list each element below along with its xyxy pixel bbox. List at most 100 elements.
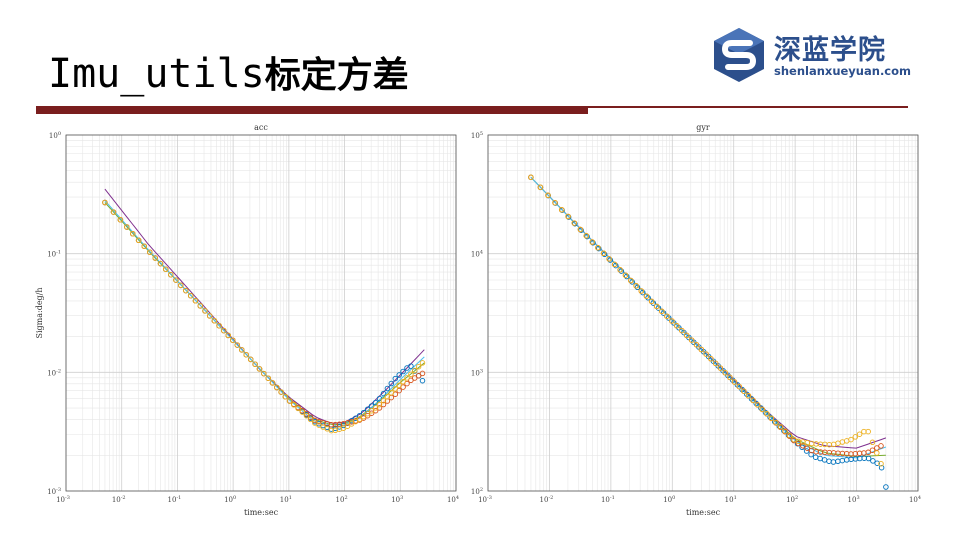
gyr-x-tick-label: 101 [725,495,737,504]
gyr-x-tick-exp: 1 [734,495,737,501]
slide-title: Imu_utils标定方差 [48,48,409,100]
acc-x-tick-exp: -1 [176,495,181,501]
title-rule-thin [588,106,908,108]
gyr-y-tick-base: 10 [471,488,480,496]
acc-data-point [364,410,371,417]
acc-data-point [239,347,245,353]
acc-data-point [299,409,306,415]
acc-data-point [252,361,258,367]
acc-data-point [234,342,241,348]
acc-x-tick-label: 102 [336,495,348,504]
gyr-data-point [865,455,872,462]
gyr-data-point [617,267,623,273]
gyr-data-point [771,418,778,425]
gyr-data-point [583,233,590,239]
acc-y-tick-label: 10-3 [47,487,61,496]
gyr-data-point [708,356,714,362]
gyr-x-tick-exp: -3 [487,495,492,501]
acc-data-point [312,420,318,426]
acc-data-point [376,405,383,411]
shenlan-logo: 深蓝学院 shenlanxueyuan.com [710,26,920,86]
acc-y-tick-label: 10-2 [47,368,61,377]
gyr-data-point [600,250,607,257]
acc-data-point [216,322,222,329]
gyr-data-point [869,447,876,453]
acc-data-point [419,377,426,384]
gyr-x-tick-base: 10 [725,496,734,504]
gyr-y-tick-exp: 3 [480,368,483,374]
gyr-data-point [878,464,885,471]
gyr-data-point [552,199,558,206]
gyr-data-point [624,273,630,280]
acc-data-point [274,384,280,391]
acc-data-point [256,366,263,372]
acc-xlabel: time:sec [244,508,279,517]
acc-data-point [344,423,351,429]
gyr-data-point [571,220,578,226]
gyr-data-point [870,458,876,464]
gyr-data-point [590,240,596,246]
acc-data-point [396,382,402,388]
acc-data-point [380,397,387,404]
gyr-data-point [782,428,788,434]
gyr-x-tick-exp: -1 [610,495,615,501]
gyr-data-point [856,431,863,437]
gyr-data-point [679,327,685,334]
gyr-y-tick-exp: 4 [480,250,483,256]
acc-data-point [110,209,117,215]
acc-x-tick-base: 10 [280,496,289,504]
acc-x-tick-base: 10 [336,496,345,504]
gyr-data-point [558,207,565,213]
gyr-axes-box [487,134,919,492]
gyr-data-point [754,402,761,408]
acc-data-point [202,308,208,314]
acc-data-point [303,412,310,419]
gyr-data-point [727,374,733,381]
logo-site: shenlanxueyuan.com [774,64,912,78]
acc-data-point [376,401,383,408]
acc-x-tick-base: 10 [112,496,121,504]
gyr-data-point [878,460,884,467]
acc-x-tick-exp: 4 [456,495,459,501]
gyr-data-point [595,244,601,251]
acc-data-point [419,360,426,366]
acc-plot-area [66,135,456,491]
gyr-data-point [578,227,584,233]
acc-data-point [352,418,359,425]
gyr-data-point [869,439,876,446]
acc-data-point [328,422,335,428]
acc-axes-box [65,134,457,492]
gyr-data-point [611,261,618,268]
gyr-y-tick-label: 102 [471,487,483,496]
acc-x-tick-label: 103 [391,495,403,504]
gyr-data-point [759,406,766,413]
gyr-chart-svg: 10-3 10-2 10-1 100 101 102 103 104102103104105g… [471,123,921,517]
acc-y-tick-exp: -3 [56,487,61,493]
gyr-y-tick-label: 105 [471,131,483,140]
gyr-data-point [791,436,797,443]
gyr-y-tick-exp: 2 [480,487,483,493]
acc-data-point [411,367,418,374]
gyr-data-point [750,397,756,404]
acc-y-tick-base: 10 [47,488,56,496]
gyr-x-tick-exp: 4 [918,495,921,501]
gyr-x-tick-base: 10 [848,496,857,504]
gyr-data-point [572,220,578,227]
gyr-data-point [660,310,667,316]
acc-data-point [356,416,363,423]
gyr-data-point [865,428,871,435]
acc-data-point [220,327,227,334]
acc-data-point [328,427,335,434]
acc-data-point [291,402,297,408]
acc-data-point [243,351,249,358]
gyr-data-point [683,332,690,339]
gyr-data-point [731,379,738,385]
acc-grid-minor [66,135,456,491]
gyr-x-tick-label: 103 [848,495,860,504]
acc-data-point [211,318,218,324]
acc-data-point [147,249,153,255]
gyr-data-point [628,277,634,284]
acc-y-tick-base: 10 [49,132,58,140]
gyr-data-point [648,298,655,305]
acc-x-tick-base: 10 [168,496,177,504]
